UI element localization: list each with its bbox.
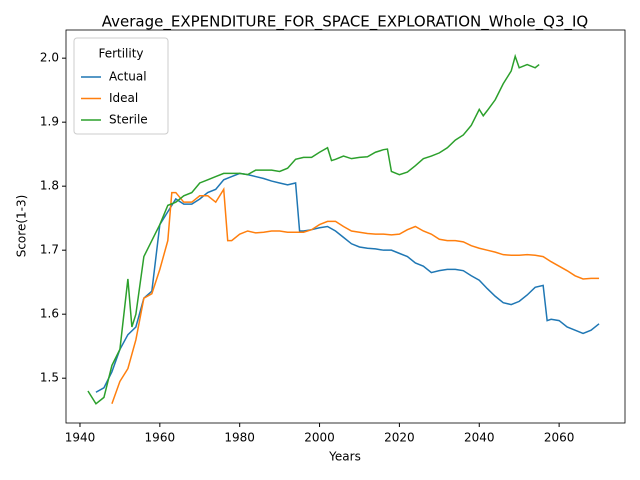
x-tick-label: 2040	[464, 431, 495, 445]
x-axis-label: Years	[328, 450, 361, 464]
legend-label: Sterile	[109, 113, 148, 127]
chart-title: Average_EXPENDITURE_FOR_SPACE_EXPLORATIO…	[102, 13, 588, 32]
y-tick-label: 2.0	[40, 51, 59, 65]
y-axis-label: Score(1-3)	[15, 195, 29, 258]
x-tick-label: 1960	[145, 431, 176, 445]
legend-label: Ideal	[109, 91, 138, 105]
y-tick-label: 1.7	[40, 243, 59, 257]
y-tick-label: 1.9	[40, 115, 59, 129]
x-tick-label: 2060	[544, 431, 575, 445]
y-tick-label: 1.6	[40, 307, 59, 321]
x-tick-label: 2000	[304, 431, 335, 445]
line-series	[111, 187, 600, 405]
plot-frame	[65, 29, 626, 424]
line-series	[87, 53, 540, 405]
legend-label: Actual	[109, 70, 147, 84]
x-tick-label: 1940	[65, 431, 96, 445]
x-tick-label: 1980	[224, 431, 255, 445]
line-series	[95, 172, 600, 393]
y-tick-label: 1.5	[40, 371, 59, 385]
x-tick-label: 2020	[384, 431, 415, 445]
y-tick-label: 1.8	[40, 179, 59, 193]
legend-title: Fertility	[98, 47, 143, 61]
legend-box	[73, 37, 169, 135]
